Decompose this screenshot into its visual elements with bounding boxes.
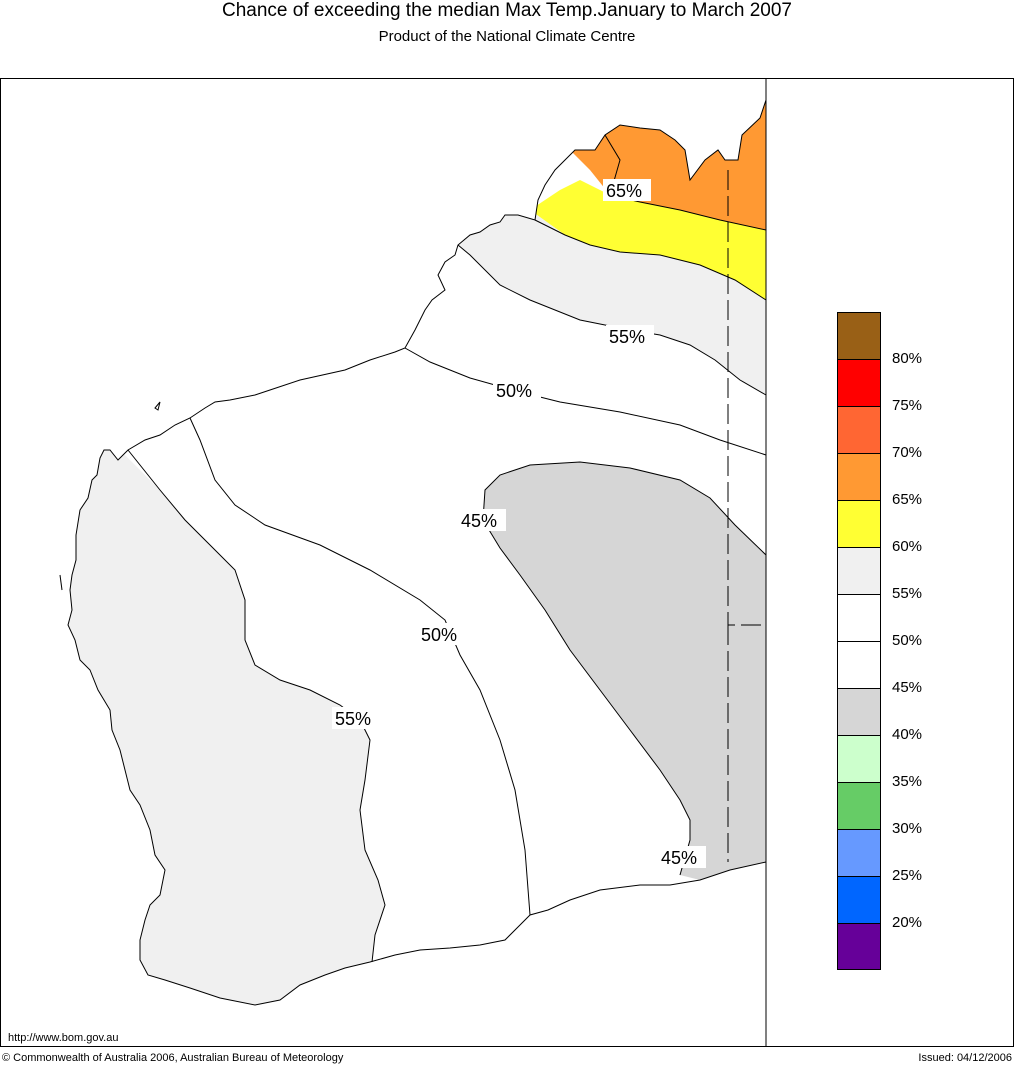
legend-swatch	[837, 406, 881, 453]
copyright-notice: © Commonwealth of Australia 2006, Austra…	[2, 1052, 344, 1064]
legend-swatch	[837, 453, 881, 500]
map-subtitle: Product of the National Climate Centre	[378, 28, 636, 45]
legend-swatches	[837, 312, 881, 970]
legend-label: 40%	[892, 726, 923, 743]
issued-date: Issued: 04/12/2006	[918, 1052, 1012, 1064]
contour-label: 50%	[496, 381, 532, 401]
legend-swatch	[837, 359, 881, 406]
contour-label-group: 65% 55% 50% 45% 50% 55% 45%	[332, 179, 706, 868]
contour-label: 45%	[661, 848, 697, 868]
legend-swatch	[837, 782, 881, 829]
legend-swatch	[837, 312, 881, 359]
contour-label: 55%	[335, 709, 371, 729]
legend-label: 60%	[892, 538, 923, 555]
legend-label: 50%	[892, 632, 923, 649]
contour-label: 50%	[421, 625, 457, 645]
source-url[interactable]: http://www.bom.gov.au	[8, 1032, 119, 1044]
legend-label: 45%	[892, 679, 923, 696]
legend-label: 25%	[892, 867, 923, 884]
contour-label: 45%	[461, 511, 497, 531]
map-title: Chance of exceeding the median Max Temp.…	[222, 0, 792, 21]
legend-label: 75%	[892, 397, 923, 414]
legend-swatch	[837, 547, 881, 594]
probability-fill	[68, 100, 766, 1005]
legend-label: 30%	[892, 820, 923, 837]
contour-label: 65%	[606, 181, 642, 201]
contour-label: 55%	[609, 327, 645, 347]
legend-swatch	[837, 829, 881, 876]
legend-label: 80%	[892, 350, 923, 367]
legend-swatch	[837, 641, 881, 688]
legend-label: 35%	[892, 773, 923, 790]
probability-zone	[530, 180, 766, 300]
legend-swatch	[837, 876, 881, 923]
legend-label: 20%	[892, 914, 923, 931]
legend-swatch	[837, 688, 881, 735]
probability-zone	[430, 210, 766, 395]
legend: 80% 75% 70% 65% 60% 55% 50% 45% 40% 35% 30% 25% 20%	[837, 312, 922, 970]
legend-label: 70%	[892, 444, 923, 461]
legend-swatch	[837, 923, 881, 970]
probability-zone	[483, 462, 766, 880]
legend-swatch	[837, 594, 881, 641]
coastline	[67, 99, 767, 1006]
legend-swatch	[837, 500, 881, 547]
state-border	[727, 170, 766, 862]
legend-label: 65%	[892, 491, 923, 508]
island	[154, 401, 161, 411]
legend-label: 55%	[892, 585, 923, 602]
island	[59, 574, 63, 591]
legend-swatch	[837, 735, 881, 782]
